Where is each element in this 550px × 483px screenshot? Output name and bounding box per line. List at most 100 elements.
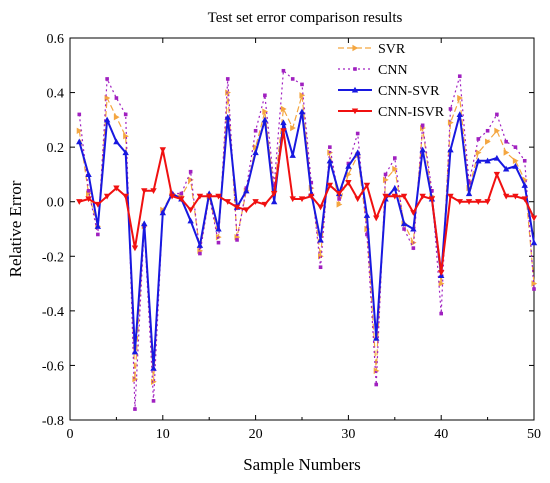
data-point-cnn (235, 238, 239, 242)
data-point-cnn (114, 96, 119, 100)
data-point-cnn-isvr (512, 193, 519, 200)
data-point-cnn-isvr (178, 196, 185, 203)
data-point-cnn-isvr (493, 171, 501, 178)
data-point-svr (150, 378, 157, 385)
data-point-cnn-isvr (233, 204, 241, 211)
data-point-cnn-isvr (456, 199, 463, 205)
legend-marker (352, 44, 359, 52)
data-point-cnn-svr (270, 198, 278, 205)
x-tick-label: 0 (67, 427, 74, 442)
data-point-cnn-svr (150, 364, 157, 371)
data-point-cnn-isvr (391, 193, 398, 200)
data-point-cnn-isvr (131, 245, 139, 252)
data-point-cnn-isvr (206, 193, 213, 200)
data-point-cnn-isvr (122, 193, 129, 200)
data-point-cnn-svr (326, 157, 334, 164)
data-point-cnn-isvr (196, 193, 204, 200)
data-point-cnn-isvr (103, 193, 111, 200)
data-point-cnn (281, 68, 286, 73)
legend-entry-cnn: CNN (338, 63, 408, 78)
data-point-cnn (328, 145, 332, 149)
y-tick-label: -0.2 (42, 250, 64, 265)
data-point-cnn-svr (317, 236, 324, 243)
data-point-cnn-isvr (363, 182, 371, 189)
series-line-cnn-svr (78, 111, 535, 369)
x-tick-label: 50 (527, 427, 541, 442)
data-point-cnn-svr (419, 146, 426, 153)
data-point-cnn (355, 131, 360, 136)
data-point-cnn-svr (493, 154, 501, 161)
data-point-cnn (96, 232, 100, 237)
data-point-cnn-isvr (187, 207, 194, 214)
data-point-svr (475, 149, 482, 156)
data-point-svr (290, 124, 296, 132)
series-cnn-svr (76, 108, 538, 371)
legend-label: CNN-SVR (378, 84, 440, 99)
data-point-cnn (290, 77, 295, 81)
data-point-cnn-isvr (465, 199, 473, 205)
data-point-svr (438, 280, 445, 287)
y-tick-label: 0.2 (47, 141, 65, 156)
data-point-cnn-isvr (159, 147, 166, 154)
data-point-svr (503, 149, 510, 156)
data-point-cnn-isvr (252, 199, 259, 205)
data-point-cnn-isvr (447, 193, 454, 200)
legend-marker (351, 108, 359, 115)
data-point-cnn-svr (484, 157, 491, 164)
data-point-cnn-isvr (419, 193, 426, 200)
data-point-cnn-isvr (335, 190, 343, 197)
legend-marker (353, 67, 357, 71)
data-point-cnn-isvr (484, 199, 491, 205)
data-point-cnn-svr (298, 108, 306, 115)
data-point-cnn (476, 137, 481, 141)
data-point-cnn-isvr (410, 210, 417, 216)
data-point-cnn-isvr (428, 196, 436, 203)
data-point-cnn-isvr (76, 199, 83, 205)
data-point-svr (531, 280, 538, 287)
data-point-cnn-svr (465, 190, 473, 197)
data-point-cnn-isvr (224, 199, 231, 205)
data-point-cnn-isvr (438, 270, 445, 276)
data-point-cnn-svr (456, 111, 463, 117)
y-tick-label: -0.6 (42, 359, 64, 374)
legend-marker (351, 86, 359, 93)
data-point-svr (494, 127, 501, 134)
data-point-cnn-svr (512, 163, 519, 169)
plot-area: 0 10 20 30 40 50 -0.8 -0.6 -0.4 -0.2 0.0 0.2 0.4 0.6 (42, 32, 541, 442)
data-point-cnn-svr (502, 165, 510, 172)
data-point-cnn-svr (76, 138, 83, 145)
data-point-cnn (448, 107, 453, 111)
legend-label: CNN-ISVR (378, 105, 445, 120)
legend-label: CNN (378, 63, 408, 78)
data-point-cnn (402, 227, 406, 231)
data-point-cnn (272, 183, 276, 188)
data-point-cnn (532, 287, 536, 291)
data-point-cnn (485, 128, 490, 133)
data-point-cnn-svr (159, 209, 166, 216)
data-point-cnn-svr (391, 184, 398, 191)
x-axis-label: Sample Numbers (243, 455, 361, 474)
data-point-svr (123, 133, 129, 140)
data-point-cnn (495, 112, 499, 117)
data-point-cnn-svr (373, 334, 380, 341)
data-point-cnn-isvr (113, 185, 120, 192)
data-point-svr (327, 149, 334, 156)
data-point-cnn (253, 128, 258, 133)
data-point-cnn (513, 145, 518, 149)
data-point-cnn-isvr (270, 190, 278, 197)
data-point-svr (253, 143, 259, 151)
data-point-svr (299, 92, 306, 99)
data-point-cnn (105, 77, 109, 81)
data-point-cnn-isvr (243, 207, 250, 214)
data-point-svr (76, 127, 83, 134)
y-tick-label: 0.0 (47, 196, 65, 211)
data-point-cnn (411, 246, 416, 250)
data-point-cnn (133, 407, 137, 411)
data-point-cnn (198, 251, 202, 256)
data-point-cnn-isvr (345, 180, 352, 186)
data-point-svr (113, 113, 120, 121)
legend-entry-cnn-svr: CNN-SVR (338, 84, 440, 99)
data-point-cnn-svr (280, 119, 287, 126)
data-point-cnn-isvr (382, 193, 389, 200)
